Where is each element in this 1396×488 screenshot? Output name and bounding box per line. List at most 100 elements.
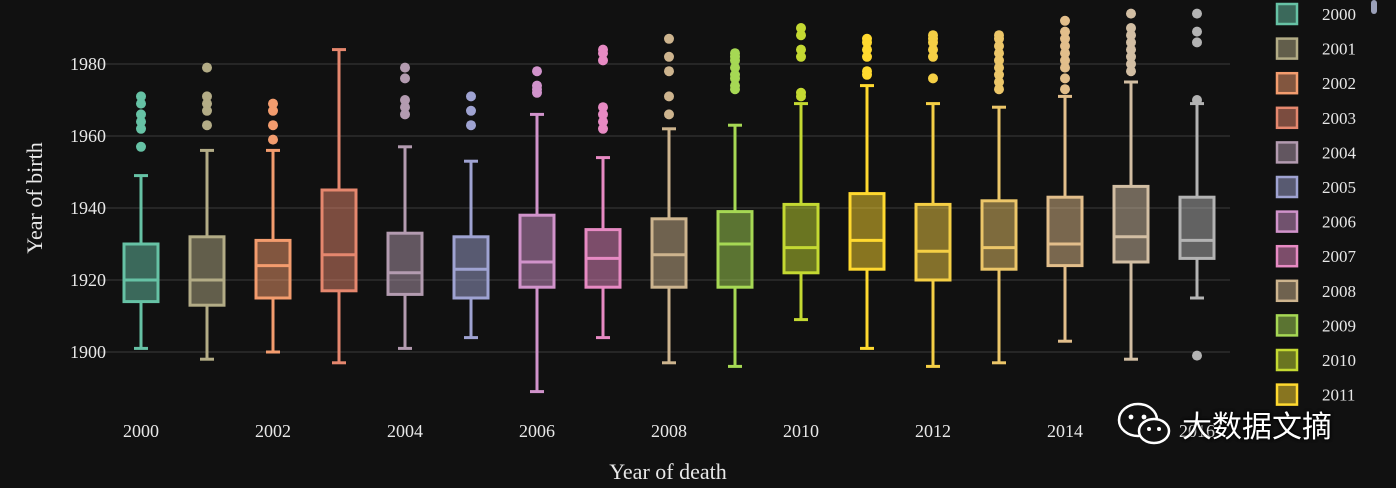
box-2015[interactable] [1112, 8, 1150, 361]
outlier-point [730, 62, 740, 73]
outlier-point [796, 51, 806, 62]
legend-item-2000[interactable]: 2000 [1275, 2, 1356, 26]
outlier-point [664, 51, 674, 62]
legend-swatch [1275, 2, 1299, 26]
watermark-text: 大数据文摘 [1182, 410, 1332, 445]
legend-label: 2006 [1322, 213, 1356, 232]
box-2002[interactable] [254, 98, 292, 354]
outlier-point [466, 91, 476, 102]
outlier-point [1060, 84, 1070, 95]
box-2010[interactable] [782, 23, 820, 322]
iqr-box [320, 188, 358, 293]
outlier-point [1060, 62, 1070, 73]
y-tick-label: 1940 [70, 198, 106, 218]
box-2012[interactable] [914, 30, 952, 368]
iqr-box [518, 213, 556, 289]
outlier-point [466, 105, 476, 116]
x-tick-label: 2012 [915, 421, 951, 441]
outlier-point [202, 105, 212, 116]
legend-swatch [1275, 348, 1299, 372]
iqr-box [122, 242, 160, 304]
iqr-box [1178, 195, 1216, 260]
iqr-box [188, 235, 226, 307]
legend-item-2003[interactable]: 2003 [1275, 106, 1356, 130]
box-2000[interactable] [122, 91, 160, 350]
iqr-box [980, 199, 1018, 271]
outlier-point [862, 51, 872, 62]
outlier-point [400, 62, 410, 73]
outlier-point [1126, 59, 1136, 69]
legend-item-2008[interactable]: 2008 [1275, 279, 1356, 303]
legend-item-2007[interactable]: 2007 [1275, 244, 1357, 268]
outlier-point [1060, 73, 1070, 84]
outlier-point [136, 141, 146, 152]
legend-item-2002[interactable]: 2002 [1275, 71, 1356, 95]
x-axis-title: Year of death [609, 459, 727, 484]
outlier-point [1126, 37, 1136, 48]
legend-label: 2003 [1322, 109, 1356, 128]
legend-swatch [1275, 210, 1299, 233]
outlier-point [268, 98, 278, 109]
outlier-point [598, 44, 608, 55]
outlier-point [730, 69, 740, 80]
outlier-point [1126, 30, 1136, 41]
legend-item-2009[interactable]: 2009 [1275, 314, 1356, 337]
box-2004[interactable] [386, 62, 424, 350]
outlier-point [268, 105, 278, 116]
iqr-box [782, 202, 820, 275]
outlier-point [862, 33, 872, 44]
x-tick-label: 2000 [123, 421, 159, 441]
outlier-point [730, 80, 740, 91]
outlier-point [928, 51, 938, 62]
outlier-point [796, 30, 806, 41]
box-2003[interactable] [320, 48, 358, 365]
outlier-point [796, 87, 806, 98]
legend-item-2006[interactable]: 2006 [1275, 210, 1356, 233]
legend-label: 2007 [1322, 247, 1357, 266]
legend-swatch [1275, 244, 1299, 268]
outlier-point [994, 41, 1004, 51]
box-2013[interactable] [980, 30, 1018, 365]
box-2009[interactable] [716, 48, 754, 368]
y-axis-title: Year of birth [22, 142, 47, 253]
outlier-point [136, 98, 146, 109]
outlier-point [994, 77, 1004, 87]
iqr-box [716, 210, 754, 289]
legend-item-2004[interactable]: 2004 [1275, 141, 1357, 164]
y-tick-label: 1900 [70, 342, 106, 362]
outlier-point [532, 66, 542, 77]
y-axis-ticks: 1900 1920 1940 1960 1980 [70, 54, 106, 362]
box-2008[interactable] [650, 33, 688, 365]
box-2014[interactable] [1046, 15, 1084, 343]
legend-swatch [1275, 71, 1299, 95]
outlier-point [1192, 8, 1202, 19]
legend-item-2010[interactable]: 2010 [1275, 348, 1356, 372]
legend-swatch [1275, 37, 1299, 60]
boxes [122, 8, 1216, 394]
box-2006[interactable] [518, 66, 556, 394]
box-2016[interactable] [1178, 8, 1216, 361]
outlier-point [994, 48, 1004, 59]
legend-scrollbar[interactable] [1371, 0, 1377, 14]
box-2001[interactable] [188, 62, 226, 361]
outlier-point [1060, 48, 1070, 59]
outlier-point [664, 109, 674, 120]
iqr-box [452, 235, 490, 300]
outlier-point [994, 30, 1004, 41]
legend[interactable]: 2000 2001 2002 2003 2004 2005 2006 2007 2008 2009… [1275, 2, 1357, 406]
box-2011[interactable] [848, 33, 886, 350]
legend-label: 2005 [1322, 178, 1356, 197]
outlier-point [202, 62, 212, 73]
y-tick-label: 1980 [70, 54, 106, 74]
box-2005[interactable] [452, 91, 490, 340]
iqr-box [650, 217, 688, 289]
legend-item-2005[interactable]: 2005 [1275, 175, 1356, 199]
outlier-point [136, 116, 146, 127]
box-2007[interactable] [584, 44, 622, 340]
legend-item-2011[interactable]: 2011 [1275, 383, 1355, 406]
outlier-point [928, 44, 938, 55]
legend-item-2001[interactable]: 2001 [1275, 37, 1356, 60]
outlier-point [136, 91, 146, 102]
legend-label: 2000 [1322, 5, 1356, 24]
